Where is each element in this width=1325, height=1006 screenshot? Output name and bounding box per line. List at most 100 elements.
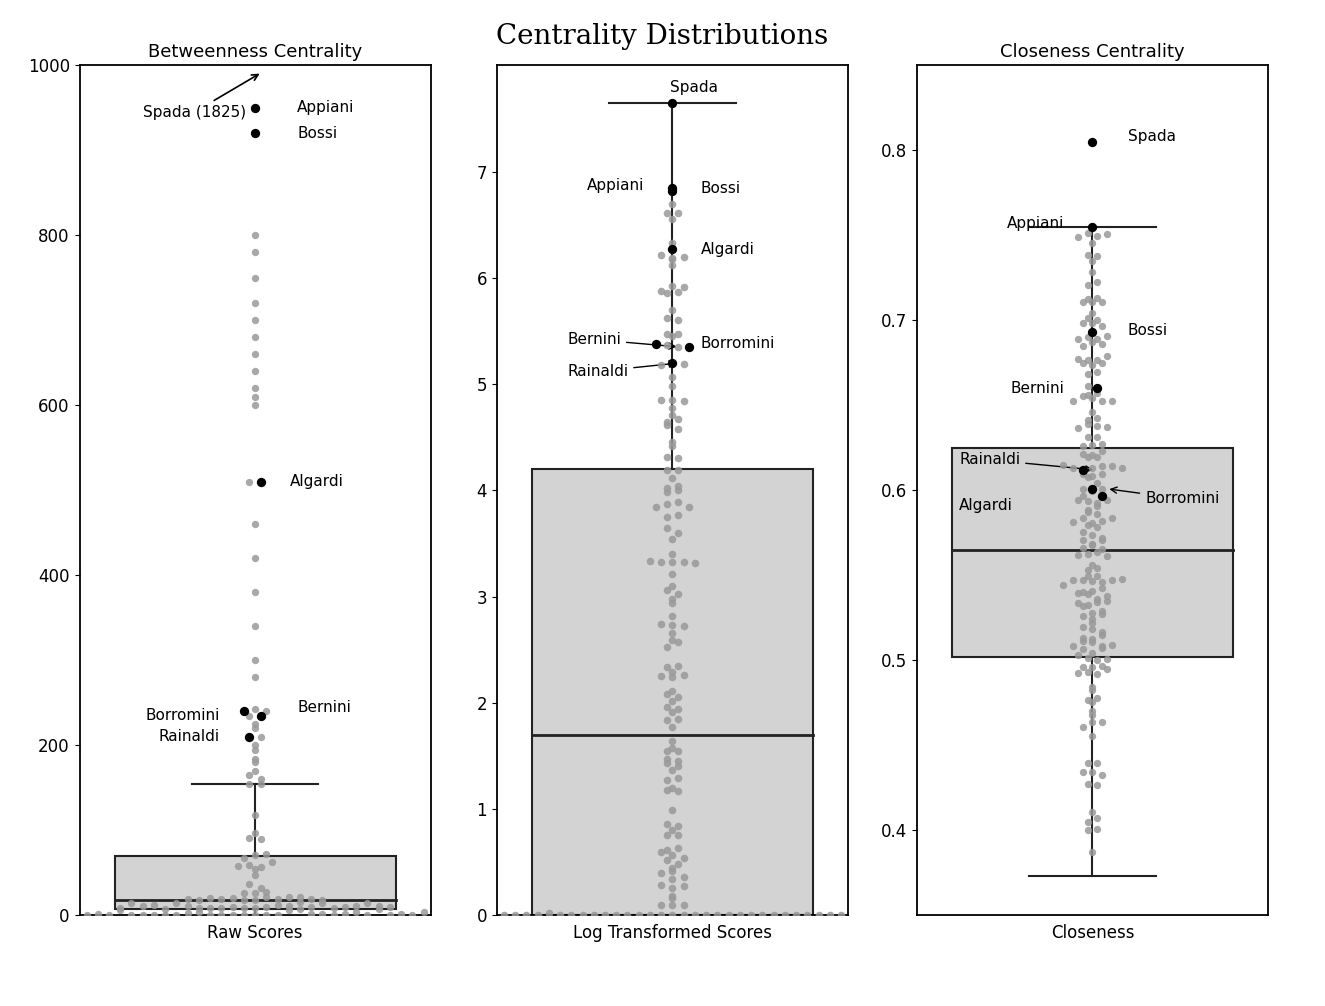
Point (615, 907, 636, 924)
Point (256, 888, 277, 904)
Point (301, 906, 322, 923)
Point (1086, 498, 1108, 514)
Point (244, 669, 265, 685)
Point (661, 369, 684, 385)
Point (250, 707, 272, 723)
Point (1092, 606, 1113, 622)
Point (661, 355, 684, 371)
Point (1097, 594, 1118, 610)
Point (244, 720, 265, 736)
Point (1077, 277, 1098, 293)
Point (661, 179, 684, 195)
Point (668, 688, 689, 704)
Point (8, 901, 29, 917)
Point (289, 889, 310, 905)
Point (637, 907, 659, 924)
Text: Algardi: Algardi (290, 475, 344, 490)
Point (673, 280, 694, 296)
Point (668, 701, 689, 717)
Point (668, 205, 689, 221)
Point (661, 241, 684, 258)
Point (656, 310, 677, 326)
Point (660, 905, 681, 921)
Point (1072, 572, 1093, 589)
Point (1097, 226, 1118, 242)
Point (1077, 502, 1098, 518)
Point (0, 907, 7, 924)
Point (289, 901, 310, 917)
Point (233, 884, 254, 900)
Point (668, 752, 689, 769)
Point (1081, 254, 1102, 270)
Point (1077, 378, 1098, 394)
Point (661, 95, 684, 111)
Point (661, 210, 684, 226)
Point (1072, 338, 1093, 354)
Point (1081, 324, 1102, 340)
Point (656, 659, 677, 675)
Point (1072, 439, 1093, 455)
Point (651, 617, 672, 633)
Text: Rainaldi: Rainaldi (567, 361, 676, 379)
Point (1052, 457, 1073, 473)
Point (1092, 482, 1113, 498)
Point (211, 907, 232, 924)
Point (1086, 364, 1108, 380)
Point (244, 861, 265, 877)
Point (547, 907, 568, 924)
Point (1063, 460, 1084, 476)
Text: Borromini: Borromini (1110, 487, 1219, 506)
Point (244, 763, 265, 779)
Point (606, 907, 627, 924)
Text: Bossi: Bossi (297, 126, 338, 141)
Point (1081, 611, 1102, 627)
Point (1077, 504, 1098, 520)
Point (250, 474, 272, 490)
Point (661, 802, 684, 818)
Point (1072, 446, 1093, 462)
Point (1081, 447, 1102, 463)
Point (1092, 458, 1113, 474)
Point (228, 858, 249, 874)
Point (238, 857, 260, 873)
Point (656, 413, 677, 430)
Point (256, 703, 277, 719)
Point (1086, 544, 1108, 560)
Point (211, 891, 232, 907)
Point (1081, 804, 1102, 820)
Point (1072, 315, 1093, 331)
Point (661, 554, 684, 570)
Point (121, 907, 142, 924)
Point (656, 416, 677, 433)
Point (656, 582, 677, 599)
Point (661, 625, 684, 641)
Point (727, 906, 749, 923)
Point (661, 258, 684, 274)
Point (661, 183, 684, 199)
Point (244, 380, 265, 396)
Point (656, 742, 677, 759)
Point (244, 244, 265, 261)
Point (1086, 519, 1108, 535)
Point (656, 326, 677, 342)
Point (831, 907, 852, 924)
Point (1092, 658, 1113, 674)
Point (678, 339, 700, 355)
Point (668, 525, 689, 541)
Point (143, 907, 164, 924)
Point (1097, 589, 1118, 605)
Point (673, 619, 694, 635)
Text: Algardi: Algardi (959, 498, 1012, 513)
Point (661, 719, 684, 735)
Point (1081, 483, 1102, 499)
Point (1097, 661, 1118, 677)
Point (266, 907, 288, 924)
Point (1081, 572, 1102, 589)
Point (188, 904, 209, 920)
Point (515, 907, 537, 924)
Point (656, 463, 677, 479)
Point (492, 907, 513, 924)
Point (668, 462, 689, 478)
Text: Spada: Spada (669, 80, 718, 96)
Point (661, 250, 684, 267)
